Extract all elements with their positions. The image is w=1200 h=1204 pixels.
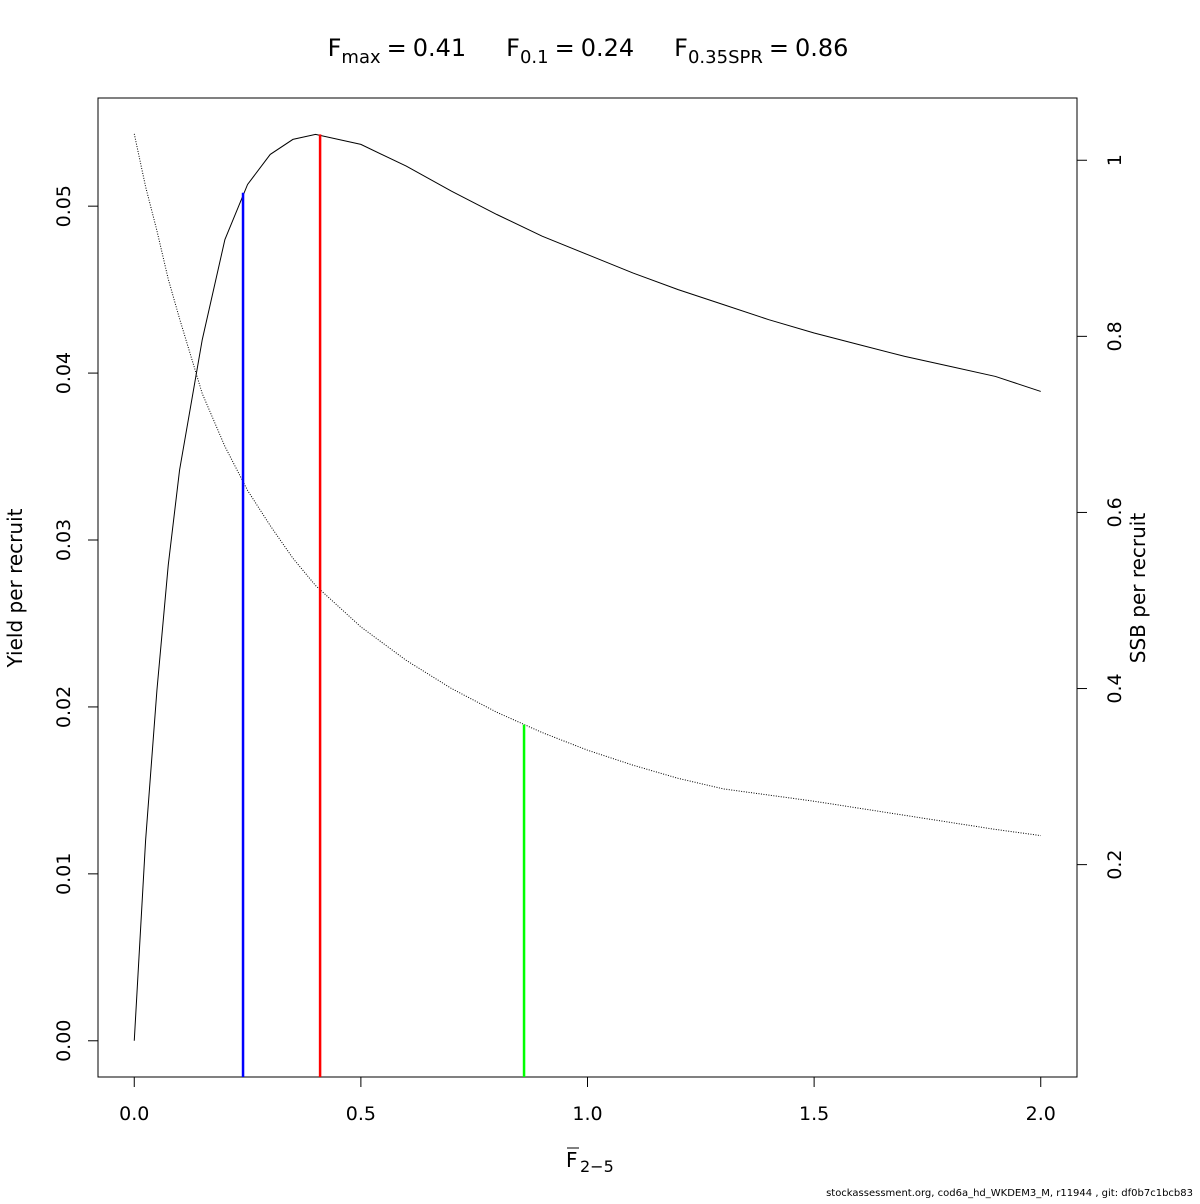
x-tick-label: 1.0	[572, 1103, 602, 1125]
title-relation: =	[555, 34, 575, 62]
y2-tick-label: 0.4	[1104, 673, 1126, 703]
x-tick-label: 2.0	[1026, 1103, 1056, 1125]
y-tick-label: 0.04	[53, 352, 75, 394]
title-relation: =	[769, 34, 789, 62]
footer: stockassessment.org, cod6a_hd_WKDEM3_M, …	[826, 1188, 1193, 1199]
title-relation: =	[387, 34, 407, 62]
y-tick-label: 0.02	[53, 686, 75, 728]
y2-axis-title: SSB per recruit	[1126, 513, 1150, 664]
title-subscript: 0.1	[520, 47, 549, 68]
y2-tick-label: 0.6	[1104, 497, 1126, 527]
x-tick-label: 0.5	[346, 1103, 376, 1125]
title-symbol: F	[506, 34, 520, 62]
title-subscript: max	[341, 47, 381, 68]
x-tick-label: 1.5	[799, 1103, 829, 1125]
title-value: 0.86	[795, 34, 848, 62]
title-subscript: 0.35SPR	[688, 47, 763, 68]
y-tick-label: 0.03	[53, 519, 75, 561]
title-value: 0.41	[413, 34, 466, 62]
plot-frame	[97, 97, 1078, 1078]
title-symbol: F	[328, 34, 342, 62]
x-tick-label: 0.0	[119, 1103, 149, 1125]
title-symbol: F	[674, 34, 688, 62]
y2-tick-label: 1	[1104, 154, 1126, 166]
x-axis-title: F	[566, 1148, 578, 1172]
y2-tick-label: 0.2	[1104, 850, 1126, 880]
y-tick-label: 0.05	[53, 185, 75, 227]
y-tick-label: 0.01	[53, 853, 75, 895]
series-line	[133, 133, 1041, 1041]
chart-title: Fmax = 0.41 F0.1 = 0.24 F0.35SPR = 0.86	[328, 34, 849, 68]
title-value: 0.24	[581, 34, 634, 62]
y-tick-label: 0.00	[53, 1020, 75, 1062]
y-axis-title: Yield per recruit	[3, 508, 27, 668]
y2-tick-label: 0.8	[1104, 321, 1126, 351]
x-axis-title-subscript: 2−5	[580, 1157, 614, 1176]
series-line	[133, 133, 1041, 837]
